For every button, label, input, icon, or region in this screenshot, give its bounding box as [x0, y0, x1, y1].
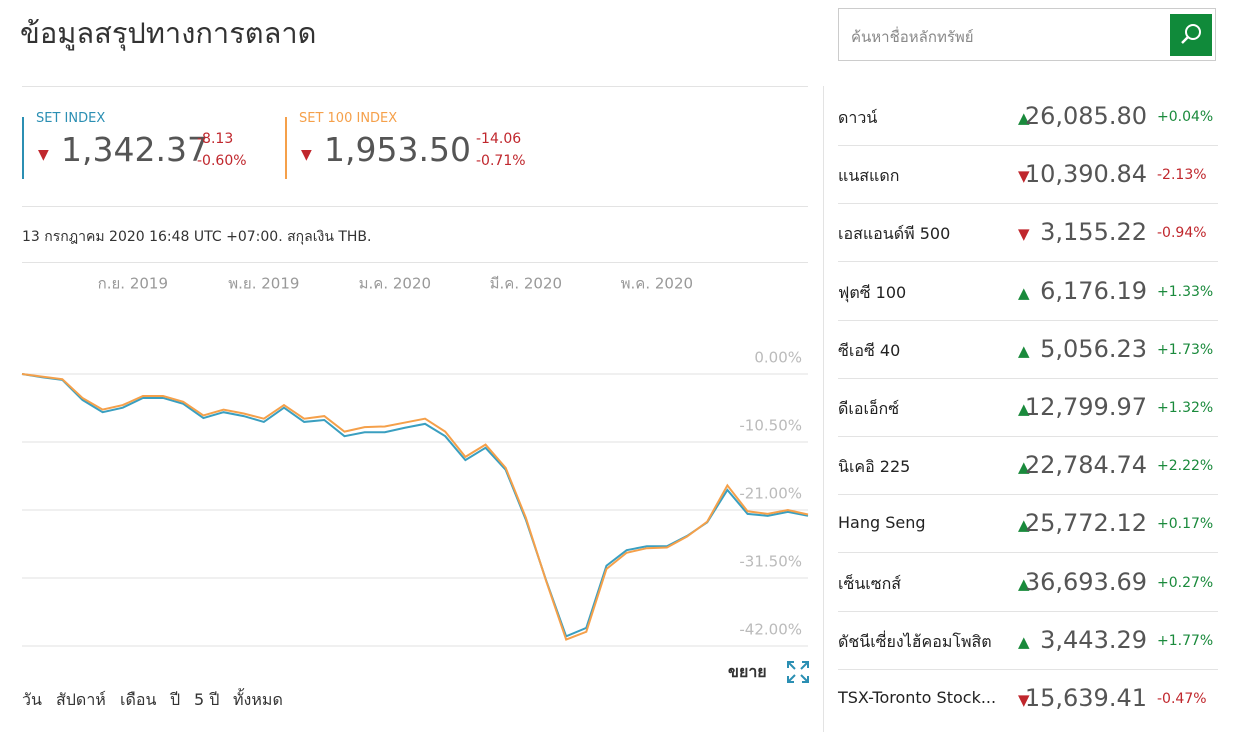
y-tick-label: -31.50% [739, 553, 802, 571]
market-name[interactable]: ซีเอซี 40 [838, 340, 901, 360]
market-name[interactable]: ฟุตซี 100 [838, 282, 907, 302]
market-name[interactable]: TSX-Toronto Stock... [838, 688, 997, 707]
divider [22, 206, 808, 207]
market-arrow: ▲ [1018, 574, 1030, 593]
market-value: 12,799.97 [1024, 393, 1147, 421]
column-divider [823, 86, 824, 732]
expand-label[interactable]: ขยาย [728, 662, 767, 681]
search-placeholder: ค้นหาชื่อหลักทรัพย์ [851, 28, 974, 46]
market-arrow: ▲ [1018, 458, 1030, 477]
market-value: 22,784.74 [1024, 451, 1147, 480]
divider [838, 494, 1218, 496]
market-arrow: ▲ [1018, 400, 1030, 418]
market-change: +2.22% [1157, 458, 1214, 475]
market-name[interactable]: ดาวน์ [838, 108, 878, 127]
divider [838, 610, 1218, 612]
chart: ก.ย. 2019 พ.ย. 2019 ม.ค. 2020 มี.ค. 2020 พ.ค… [21, 275, 809, 647]
market-change: +1.73% [1157, 341, 1214, 358]
market-value: 15,639.41 [1024, 684, 1147, 712]
index-arrow: ▼ [301, 147, 312, 163]
market-name[interactable]: แนสแดก [838, 166, 900, 186]
index-change: -8.13 [197, 131, 234, 147]
market-value: 36,693.69 [1024, 567, 1147, 596]
index-accent [285, 117, 287, 179]
market-arrow: ▼ [1018, 167, 1030, 186]
market-arrow: ▲ [1018, 632, 1030, 651]
x-tick-label: ม.ค. 2020 [359, 275, 431, 293]
index-percent: -0.60% [197, 153, 247, 169]
market-name[interactable]: ดัชนีเซี่ยงไฮ้คอมโพสิต [838, 631, 992, 651]
index-percent: -0.71% [476, 153, 526, 169]
market-name[interactable]: Hang Seng [838, 513, 926, 533]
expand-icon[interactable] [786, 660, 810, 684]
series-line [21, 373, 809, 638]
market-arrow: ▲ [1018, 516, 1030, 535]
search-box[interactable]: ค้นหาชื่อหลักทรัพย์ [838, 8, 1216, 61]
market-value: 5,056.23 [1040, 334, 1147, 363]
market-value: 25,772.12 [1024, 509, 1147, 538]
market-change: +0.04% [1157, 109, 1214, 125]
market-change: -0.94% [1157, 225, 1207, 242]
y-tick-label: 0.00% [754, 349, 802, 367]
market-value: 3,155.22 [1040, 218, 1147, 247]
market-change: +1.33% [1157, 283, 1214, 300]
market-arrow: ▲ [1018, 283, 1030, 302]
divider [22, 262, 808, 263]
market-value: 26,085.80 [1024, 102, 1147, 130]
divider [838, 668, 1218, 670]
index-name: SET 100 INDEX [299, 111, 398, 126]
range-button[interactable]: 5 ปี [194, 690, 220, 709]
timestamp-note: 13 กรกฎาคม 2020 16:48 UTC +07:00. สกุลเง… [22, 229, 372, 245]
search-button[interactable] [1170, 14, 1212, 56]
market-value: 6,176.19 [1040, 276, 1147, 305]
divider [22, 86, 808, 87]
range-button[interactable]: ปี [170, 690, 181, 709]
market-name[interactable]: เซ็นเซกส์ [838, 573, 902, 593]
market-arrow: ▼ [1018, 691, 1030, 709]
y-tick-label: -42.00% [739, 621, 802, 639]
divider [838, 145, 1218, 146]
index-change: -14.06 [476, 131, 522, 147]
market-change: +0.17% [1157, 516, 1214, 533]
x-tick-label: พ.ย. 2019 [228, 275, 299, 293]
x-tick-label: มี.ค. 2020 [490, 275, 562, 293]
market-name[interactable]: นิเคอิ 225 [838, 457, 911, 477]
index-accent [22, 117, 24, 179]
index-name: SET INDEX [36, 111, 106, 126]
index-value: 1,953.50 [324, 130, 471, 169]
market-value: 3,443.29 [1040, 625, 1147, 654]
series-line [21, 373, 809, 641]
range-button[interactable]: เดือน [120, 690, 157, 709]
divider [838, 377, 1218, 379]
divider [838, 203, 1218, 205]
index-arrow: ▼ [38, 147, 49, 163]
y-tick-label: -10.50% [739, 417, 802, 435]
market-name[interactable]: ดีเอเอ็กซ์ [838, 399, 900, 418]
market-value: 10,390.84 [1024, 160, 1147, 189]
index-value: 1,342.37 [61, 130, 208, 169]
market-change: +1.77% [1157, 632, 1214, 649]
divider [838, 436, 1218, 437]
divider [838, 319, 1218, 321]
divider [838, 261, 1218, 263]
page-title: ข้อมูลสรุปทางการตลาด [20, 16, 317, 50]
divider [838, 552, 1218, 554]
search-icon [1181, 24, 1201, 44]
range-button[interactable]: วัน [22, 690, 42, 709]
market-change: -0.47% [1157, 691, 1207, 707]
x-tick-label: พ.ค. 2020 [621, 275, 693, 293]
range-button[interactable]: สัปดาห์ [56, 690, 106, 709]
x-tick-label: ก.ย. 2019 [98, 275, 168, 293]
range-button[interactable]: ทั้งหมด [233, 690, 283, 709]
y-tick-label: -21.00% [739, 485, 802, 503]
market-name[interactable]: เอสแอนด์พี 500 [838, 224, 951, 244]
market-change: +1.32% [1157, 400, 1214, 416]
market-arrow: ▲ [1018, 341, 1030, 360]
market-arrow: ▼ [1018, 225, 1030, 244]
market-arrow: ▲ [1018, 109, 1030, 127]
market-change: -2.13% [1157, 167, 1207, 184]
market-change: +0.27% [1157, 574, 1214, 591]
